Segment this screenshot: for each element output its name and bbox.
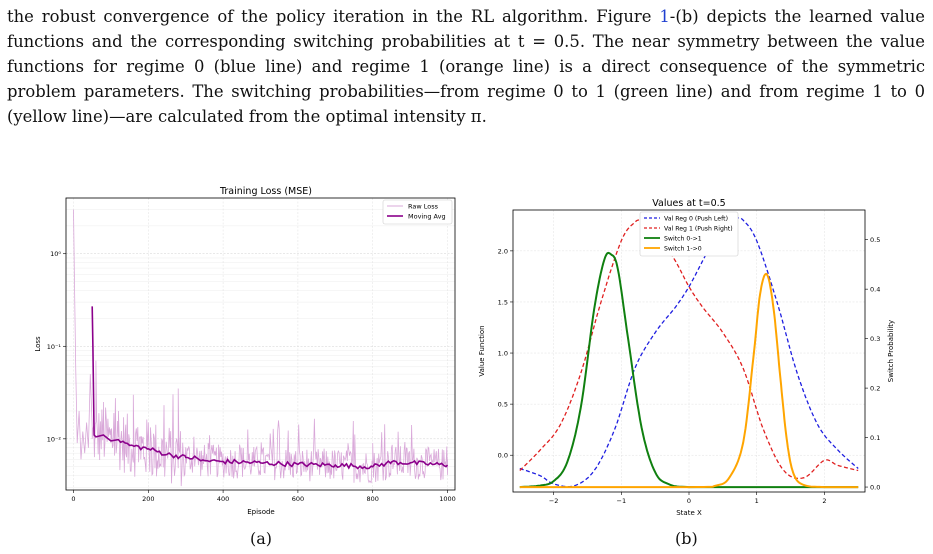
legend-switch-0-1: Switch 0->1: [664, 236, 702, 243]
chart-b-title: Values at t=0.5: [652, 198, 725, 209]
x-tick-label: 1: [755, 497, 759, 505]
series-switch-0-1: [519, 251, 859, 489]
para-text-1: the robust convergence of the policy ite…: [7, 7, 660, 26]
legend-switch-1-0: Switch 1->0: [664, 246, 702, 253]
x-tick-label: 400: [217, 495, 229, 503]
para-text-2: -(b) depicts the learned value functions…: [7, 7, 925, 126]
chart-b-y2label: Switch Probability: [887, 320, 895, 382]
chart-a-title: Training Loss (MSE): [219, 186, 312, 197]
chart-a: Training Loss (MSE) 0 200 400 600 800 1000 10…: [34, 186, 456, 516]
chart-a-ylabel: Loss: [34, 336, 42, 352]
chart-a-yticks: 10⁰ 10⁻¹ 10⁻²: [47, 250, 66, 443]
legend-raw-label: Raw Loss: [408, 203, 439, 211]
chart-a-legend: Raw Loss Moving Avg: [382, 199, 453, 225]
y2-tick-label: 0.5: [870, 236, 880, 244]
chart-b-grid: [513, 210, 865, 492]
chart-b-legend: Val Reg 0 (Push Left) Val Reg 1 (Push Ri…: [639, 211, 739, 257]
body-paragraph: the robust convergence of the policy ite…: [7, 4, 925, 129]
y-tick-label: 0.0: [498, 452, 508, 460]
caption-b: (b): [675, 529, 698, 548]
x-tick-label: 600: [292, 495, 304, 503]
y-tick-label: 0.5: [498, 401, 508, 409]
chart-b-frame: [512, 209, 866, 493]
chart-a-grid: [66, 197, 455, 490]
chart-b-ylabel: Value Function: [478, 325, 486, 376]
chart-b-yticks: 0.0 0.5 1.0 1.5 2.0: [498, 247, 513, 460]
series-val-reg-1: [519, 219, 859, 480]
chart-b-xlabel: State X: [676, 509, 702, 517]
y-tick-label: 10⁻¹: [47, 343, 62, 351]
chart-b: Values at t=0.5 −2 −1 0 1 2 0.00.51.01.52.0 …: [478, 198, 895, 517]
y-tick-label: 1.0: [498, 350, 508, 358]
x-tick-label: −1: [617, 497, 627, 505]
x-tick-label: 0: [687, 497, 691, 505]
x-tick-label: 800: [367, 495, 379, 503]
series-moving-avg: [91, 306, 449, 470]
y-tick-label: 2.0: [498, 247, 508, 255]
x-tick-label: −2: [549, 497, 559, 505]
chart-b-y2ticks: 0.0 0.1 0.2 0.3 0.4 0.5: [865, 236, 880, 492]
chart-b-xticks: −2 −1 0 1 2: [549, 492, 826, 505]
legend-val-reg-1: Val Reg 1 (Push Right): [664, 226, 733, 233]
chart-a-xlabel: Episode: [247, 508, 275, 516]
x-tick-label: 0: [71, 495, 75, 503]
caption-a: (a): [250, 529, 273, 548]
series-raw-loss: [73, 209, 448, 487]
series-val-reg-0: [519, 217, 859, 488]
y2-tick-label: 0.2: [870, 385, 880, 393]
legend-val-reg-0: Val Reg 0 (Push Left): [664, 216, 728, 223]
x-tick-label: 1000: [439, 495, 456, 503]
chart-a-frame: [65, 197, 456, 491]
y2-tick-label: 0.0: [870, 484, 880, 492]
y-tick-label: 10⁻²: [47, 435, 62, 443]
series-switch-1-0: [519, 272, 859, 489]
y2-tick-label: 0.4: [870, 286, 880, 294]
legend-avg-label: Moving Avg: [408, 213, 446, 221]
figure-reference-link[interactable]: 1: [659, 7, 670, 26]
y2-tick-label: 0.1: [870, 434, 880, 442]
y-tick-label: 10⁰: [50, 250, 61, 258]
x-tick-label: 200: [142, 495, 154, 503]
chart-a-xticks: 0 200 400 600 800 1000: [71, 490, 456, 503]
x-tick-label: 2: [822, 497, 826, 505]
y-tick-label: 1.5: [498, 298, 508, 306]
y2-tick-label: 0.3: [870, 335, 880, 343]
